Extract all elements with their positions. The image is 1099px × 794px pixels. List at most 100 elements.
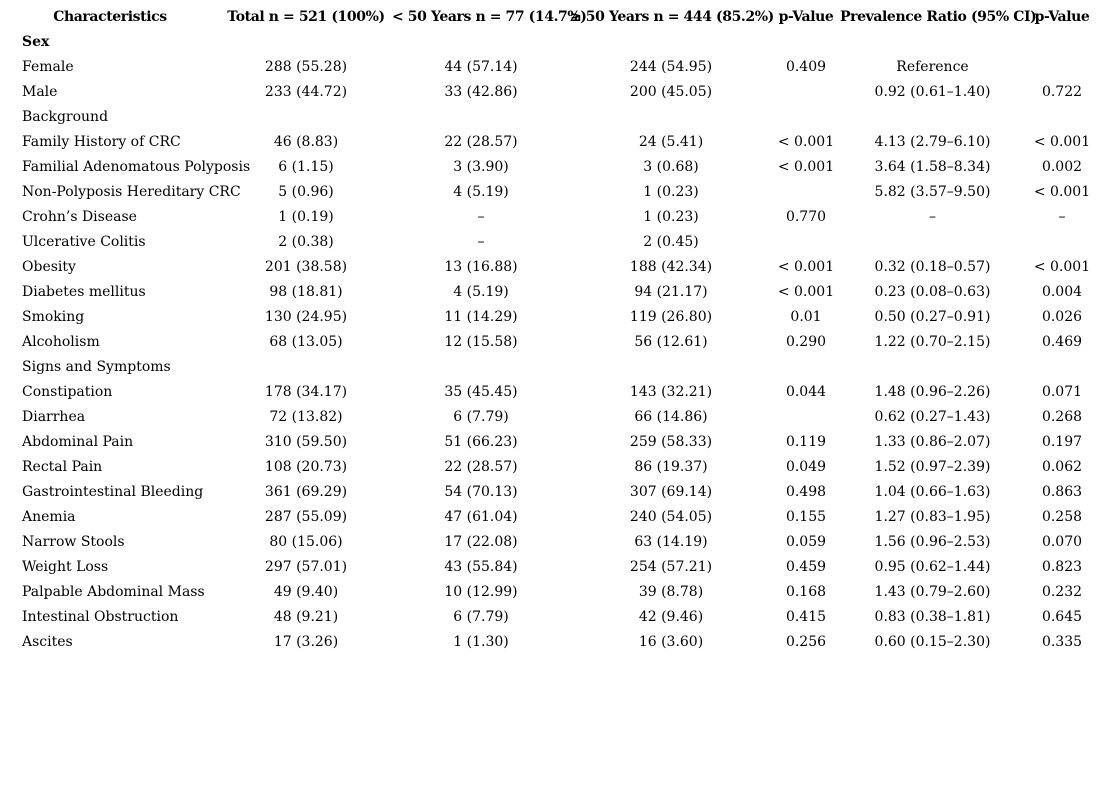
cell-total: 5 (0.96) — [278, 184, 334, 200]
column-header-prevalence-ratio: Prevalence Ratio (95% CI) — [840, 9, 1037, 25]
table-row: Ascites 17 (3.26) 1 (1.30) 16 (3.60) 0.256 0.… — [0, 630, 1099, 655]
table-row: Intestinal Obstruction 48 (9.21) 6 (7.79) 4… — [0, 605, 1099, 630]
cell-prevalence-ratio: 0.23 (0.08–0.63) — [874, 284, 991, 300]
table-row: Constipation 178 (34.17) 35 (45.45) 143 (32… — [0, 380, 1099, 405]
cell-over-50: 307 (69.14) — [629, 484, 713, 500]
section-row: Sex — [0, 30, 1099, 55]
table-row: Female 288 (55.28) 44 (57.14) 244 (54.95) 0.… — [0, 55, 1099, 80]
cell-prevalence-ratio: Reference — [896, 59, 969, 75]
cell-under-50: 22 (28.57) — [444, 134, 518, 150]
cell-p-value-1: < 0.001 — [777, 284, 835, 300]
cell-p-value-1: 0.459 — [785, 559, 827, 575]
row-label: Narrow Stools — [22, 534, 125, 550]
cell-p-value-2: 0.070 — [1041, 534, 1083, 550]
cell-prevalence-ratio: 0.60 (0.15–2.30) — [874, 634, 991, 650]
cell-total: 361 (69.29) — [264, 484, 348, 500]
cell-prevalence-ratio: 0.83 (0.38–1.81) — [874, 609, 991, 625]
row-label: Ulcerative Colitis — [22, 234, 146, 250]
table-row: Alcoholism 68 (13.05) 12 (15.58) 56 (12.61)… — [0, 330, 1099, 355]
table-row: Family History of CRC 46 (8.83) 22 (28.57)… — [0, 130, 1099, 155]
cell-p-value-2: < 0.001 — [1033, 184, 1091, 200]
cell-under-50: 54 (70.13) — [444, 484, 518, 500]
cell-p-value-1 — [772, 80, 840, 105]
cell-under-50: – — [477, 209, 485, 225]
characteristics-table: Characteristics Total n = 521 (100%) < 5… — [0, 5, 1099, 655]
cell-p-value-2: 0.469 — [1041, 334, 1083, 350]
cell-p-value-1: 0.049 — [785, 459, 827, 475]
cell-prevalence-ratio: 5.82 (3.57–9.50) — [874, 184, 991, 200]
row-label: Diarrhea — [22, 409, 86, 425]
cell-under-50: 4 (5.19) — [453, 284, 509, 300]
table-row: Diabetes mellitus 98 (18.81) 4 (5.19) 94 (2… — [0, 280, 1099, 305]
cell-prevalence-ratio — [840, 230, 1025, 255]
cell-under-50: 22 (28.57) — [444, 459, 518, 475]
cell-prevalence-ratio: 1.48 (0.96–2.26) — [874, 384, 991, 400]
cell-total: 201 (38.58) — [264, 259, 348, 275]
cell-under-50: 6 (7.79) — [453, 609, 509, 625]
row-label: Anemia — [22, 509, 76, 525]
cell-prevalence-ratio: 1.43 (0.79–2.60) — [874, 584, 991, 600]
cell-total: 72 (13.82) — [269, 409, 343, 425]
cell-prevalence-ratio: 0.62 (0.27–1.43) — [874, 409, 991, 425]
cell-p-value-2: 0.002 — [1041, 159, 1083, 175]
row-label: Diabetes mellitus — [22, 284, 146, 300]
cell-under-50: 51 (66.23) — [444, 434, 518, 450]
row-label: Male — [22, 84, 58, 100]
cell-under-50: 6 (7.79) — [453, 409, 509, 425]
section-row: Background — [0, 105, 1099, 130]
cell-prevalence-ratio: 1.22 (0.70–2.15) — [874, 334, 991, 350]
table-row: Anemia 287 (55.09) 47 (61.04) 240 (54.05) 0.… — [0, 505, 1099, 530]
cell-p-value-2: 0.823 — [1041, 559, 1083, 575]
row-label: Smoking — [22, 309, 85, 325]
table-row: Smoking 130 (24.95) 11 (14.29) 119 (26.80) 0… — [0, 305, 1099, 330]
cell-over-50: 254 (57.21) — [629, 559, 713, 575]
cell-p-value-1: 0.119 — [785, 434, 827, 450]
cell-prevalence-ratio: 3.64 (1.58–8.34) — [874, 159, 991, 175]
cell-p-value-2: 0.004 — [1041, 284, 1083, 300]
cell-p-value-2 — [1025, 230, 1099, 255]
cell-p-value-2: 0.062 — [1041, 459, 1083, 475]
cell-prevalence-ratio: 1.52 (0.97–2.39) — [874, 459, 991, 475]
cell-p-value-2: 0.335 — [1041, 634, 1083, 650]
cell-p-value-1: 0.168 — [785, 584, 827, 600]
cell-under-50: 12 (15.58) — [444, 334, 518, 350]
table-row: Palpable Abdominal Mass 49 (9.40) 10 (12.9… — [0, 580, 1099, 605]
table-row: Weight Loss 297 (57.01) 43 (55.84) 254 (57.… — [0, 555, 1099, 580]
table-row: Gastrointestinal Bleeding 361 (69.29) 54 (… — [0, 480, 1099, 505]
cell-over-50: 200 (45.05) — [629, 84, 713, 100]
table-row: Non-Polyposis Hereditary CRC 5 (0.96) 4 (5… — [0, 180, 1099, 205]
cell-p-value-2: 0.645 — [1041, 609, 1083, 625]
cell-total: 2 (0.38) — [278, 234, 334, 250]
table-row: Male 233 (44.72) 33 (42.86) 200 (45.05) 0.92… — [0, 80, 1099, 105]
cell-total: 233 (44.72) — [264, 84, 348, 100]
row-label: Gastrointestinal Bleeding — [22, 484, 204, 500]
cell-p-value-1 — [772, 405, 840, 430]
table-row: Rectal Pain 108 (20.73) 22 (28.57) 86 (19.3… — [0, 455, 1099, 480]
table-row: Diarrhea 72 (13.82) 6 (7.79) 66 (14.86) 0.62… — [0, 405, 1099, 430]
row-label: Weight Loss — [22, 559, 109, 575]
cell-prevalence-ratio: 0.50 (0.27–0.91) — [874, 309, 991, 325]
row-label: Abdominal Pain — [22, 434, 134, 450]
cell-prevalence-ratio: – — [929, 209, 936, 225]
column-header-characteristics: Characteristics — [53, 9, 167, 25]
cell-total: 288 (55.28) — [264, 59, 348, 75]
section-title: Signs and Symptoms — [22, 359, 171, 375]
cell-over-50: 39 (8.78) — [638, 584, 704, 600]
cell-prevalence-ratio: 1.56 (0.96–2.53) — [874, 534, 991, 550]
cell-p-value-2: < 0.001 — [1033, 259, 1091, 275]
cell-over-50: 143 (32.21) — [629, 384, 713, 400]
table-row: Familial Adenomatous Polyposis 6 (1.15) 3 … — [0, 155, 1099, 180]
cell-p-value-1: < 0.001 — [777, 159, 835, 175]
cell-prevalence-ratio: 1.33 (0.86–2.07) — [874, 434, 991, 450]
cell-total: 6 (1.15) — [278, 159, 334, 175]
row-label: Non-Polyposis Hereditary CRC — [22, 184, 241, 200]
cell-p-value-1: 0.290 — [785, 334, 827, 350]
cell-under-50: 3 (3.90) — [453, 159, 509, 175]
cell-under-50: 13 (16.88) — [444, 259, 518, 275]
cell-over-50: 94 (21.17) — [634, 284, 708, 300]
row-label: Alcoholism — [22, 334, 100, 350]
row-label: Family History of CRC — [22, 134, 181, 150]
cell-p-value-2: 0.258 — [1041, 509, 1083, 525]
cell-p-value-2: 0.026 — [1041, 309, 1083, 325]
cell-p-value-1: 0.01 — [790, 309, 822, 325]
